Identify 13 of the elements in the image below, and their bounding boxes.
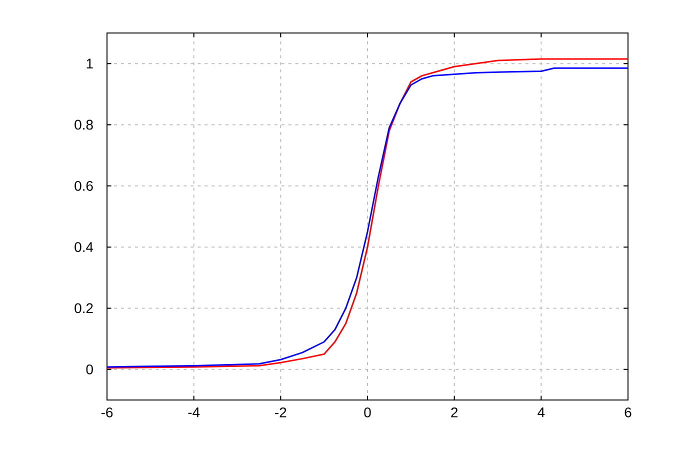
y-tick-label: 0.4 bbox=[74, 242, 94, 252]
x-tick-label: -2 bbox=[275, 407, 286, 418]
x-tick-label: -4 bbox=[188, 408, 200, 418]
x-tick-label: 2 bbox=[451, 407, 458, 418]
x-tick-label: 6 bbox=[624, 407, 632, 418]
x-tick-label: 0 bbox=[364, 407, 371, 418]
y-tick-label: 0.8 bbox=[74, 120, 93, 130]
y-tick-label: 1 bbox=[86, 58, 93, 68]
y-tick-label: 0.6 bbox=[74, 180, 93, 191]
x-tick-label: -6 bbox=[101, 407, 113, 418]
y-tick-label: 0.2 bbox=[74, 303, 93, 314]
y-tick-label: 0 bbox=[86, 364, 93, 374]
x-tick-label: 4 bbox=[538, 408, 545, 418]
